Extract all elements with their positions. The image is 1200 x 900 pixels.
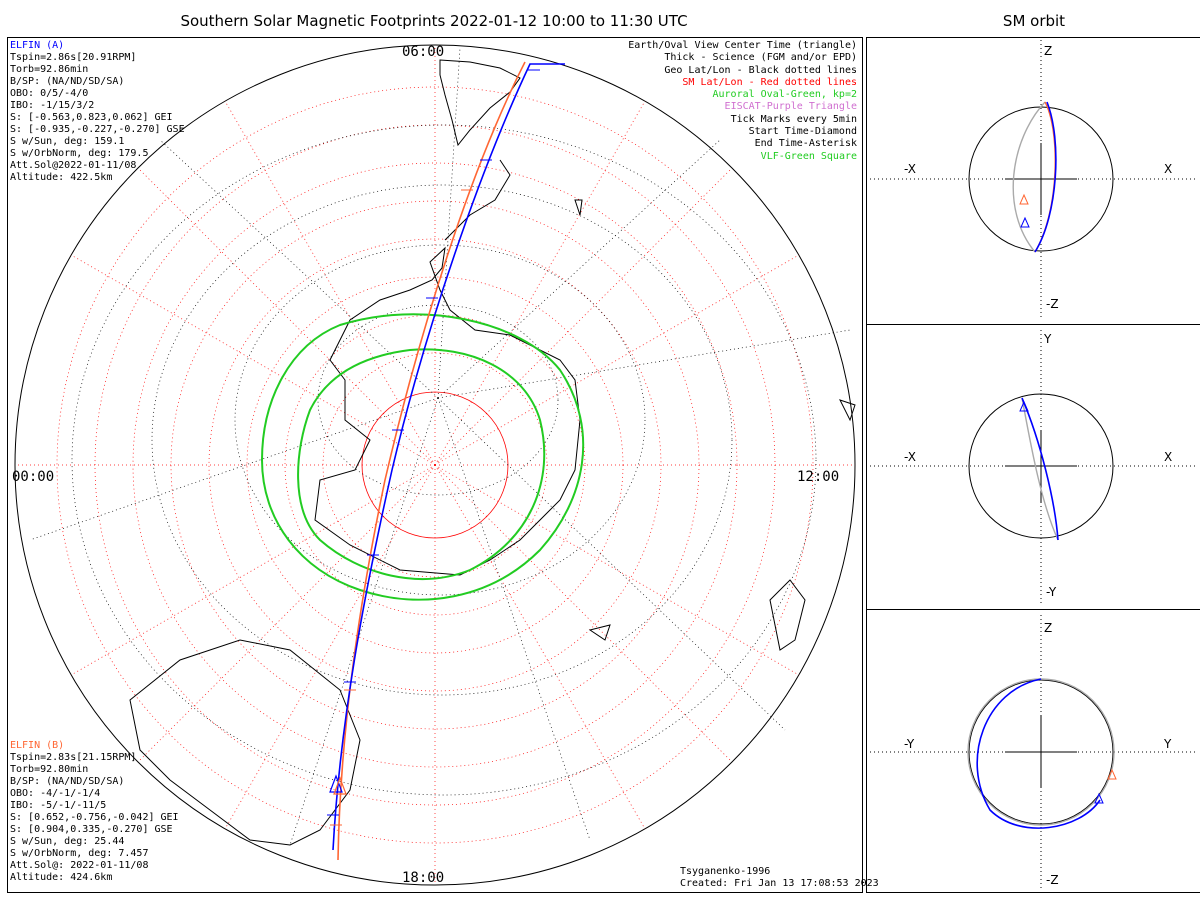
view-center-triangle-b: [333, 776, 347, 795]
orbit-xz-top-label: Z: [1044, 44, 1053, 58]
elfin-a-line: Att.Sol@2022-01-11/08: [10, 160, 137, 171]
legend-entry: Start Time-Diamond: [748, 126, 857, 138]
elfin-b-track: [337, 61, 526, 861]
orbit-panel-xz: [866, 37, 1200, 325]
orbit-yz-top-label: Z: [1044, 621, 1053, 635]
orbit-xz-right-label: X: [1164, 162, 1173, 176]
legend-entry: Auroral Oval-Green, kp=2: [712, 89, 858, 101]
legend-entry: EISCAT-Purple Triangle: [724, 101, 857, 113]
hour-label-right: 12:00: [797, 469, 840, 485]
hour-label-top: 06:00: [402, 44, 445, 60]
elfin-b-name: ELFIN (B): [10, 740, 65, 751]
orbit-xy-top-label: Y: [1044, 332, 1052, 346]
footprint-map-frame: [7, 37, 863, 893]
hour-label-left: 00:00: [12, 469, 55, 485]
orbit-xy-bottom-label: -Y: [1046, 585, 1057, 599]
orbit-title: SM orbit: [1002, 12, 1066, 30]
elfin-b-line: S w/OrbNorm, deg: 7.457: [10, 848, 149, 859]
elfin-a-name: ELFIN (A): [10, 40, 65, 51]
orbit-panel-yz: [866, 609, 1200, 893]
legend-entry: VLF-Green Square: [760, 150, 857, 162]
orbit-plot-xz: [870, 40, 1198, 320]
orbit-xz-left-label: -X: [904, 162, 916, 176]
footer: Tsyganenko-1996 Created: Fri Jan 13 17:0…: [680, 866, 879, 890]
elfin-b-line: OBO: -4/-1/-1/4: [10, 788, 101, 799]
legend-entry: Geo Lat/Lon - Black dotted lines: [664, 64, 857, 76]
hour-label-bottom: 18:00: [402, 870, 445, 886]
elfin-a-line: S: [-0.935,-0.227,-0.270] GSE: [10, 124, 185, 135]
legend-entry: Thick - Science (FGM and/or EPD): [664, 52, 857, 64]
elfin-b-line: Tspin=2.83s[21.15RPM]: [10, 752, 137, 763]
legend-entry: End Time-Asterisk: [754, 138, 857, 150]
created-label: Created: Fri Jan 13 17:08:53 2023: [680, 878, 879, 889]
legend: Earth/Oval View Center Time (triangle) T…: [628, 40, 857, 163]
elfin-b-line: Att.Sol@: 2022-01-11/08: [10, 860, 149, 871]
elfin-a-line: IBO: -1/15/3/2: [10, 100, 95, 111]
elfin-b-line: S: [0.904,0.335,-0.270] GSE: [10, 824, 173, 835]
map-horizon: [14, 44, 856, 886]
orbit-xy-left-label: -X: [904, 450, 916, 464]
elfin-a-line: OBO: 0/5/-4/0: [10, 88, 89, 99]
orbit-yz-right-label: Y: [1164, 737, 1172, 751]
orbit-xy-right-label: X: [1164, 450, 1173, 464]
orbit-yz-left-label: -Y: [904, 737, 915, 751]
elfin-a-line: S: [-0.563,0.823,0.062] GEI: [10, 112, 173, 123]
elfin-a-info: ELFIN (A) Tspin=2.86s[20.91RPM] Torb=92.…: [10, 40, 185, 184]
view-center-triangle-a: [329, 774, 343, 793]
auroral-ovals: [260, 313, 585, 601]
elfin-b-info: ELFIN (B) Tspin=2.83s[21.15RPM] Torb=92.…: [10, 740, 179, 884]
legend-entry: SM Lat/Lon - Red dotted lines: [682, 76, 857, 88]
legend-entry: Earth/Oval View Center Time (triangle): [628, 40, 857, 51]
elfin-a-line: S w/OrbNorm, deg: 179.5: [10, 148, 149, 159]
model-label: Tsyganenko-1996: [680, 866, 771, 877]
orbit-plot-xy: [870, 330, 1198, 605]
orbit-xz-bottom-label: -Z: [1046, 297, 1059, 311]
elfin-b-line: S: [0.652,-0.756,-0.042] GEI: [10, 812, 179, 823]
orbit-plot-yz: [870, 615, 1198, 890]
elfin-a-line: B/SP: (NA/ND/SD/SA): [10, 76, 125, 87]
orbit-yz-bottom-label: -Z: [1046, 873, 1059, 887]
elfin-b-line: IBO: -5/-1/-11/5: [10, 800, 107, 811]
elfin-b-line: Altitude: 424.6km: [10, 872, 113, 883]
elfin-a-line: Tspin=2.86s[20.91RPM]: [10, 52, 137, 63]
plot-title: Southern Solar Magnetic Footprints 2022-…: [180, 12, 688, 30]
elfin-b-line: B/SP: (NA/ND/SD/SA): [10, 776, 125, 787]
elfin-b-line: S w/Sun, deg: 25.44: [10, 836, 125, 847]
track-ticks: [327, 69, 540, 826]
legend-entry: Tick Marks every 5min: [730, 113, 857, 125]
elfin-a-line: Torb=92.86min: [10, 64, 89, 75]
elfin-b-line: Torb=92.80min: [10, 764, 89, 775]
elfin-a-line: S w/Sun, deg: 159.1: [10, 136, 125, 147]
orbit-panel-xy: [866, 324, 1200, 610]
geo-grid: [29, 47, 851, 846]
elfin-a-line: Altitude: 422.5km: [10, 172, 113, 183]
